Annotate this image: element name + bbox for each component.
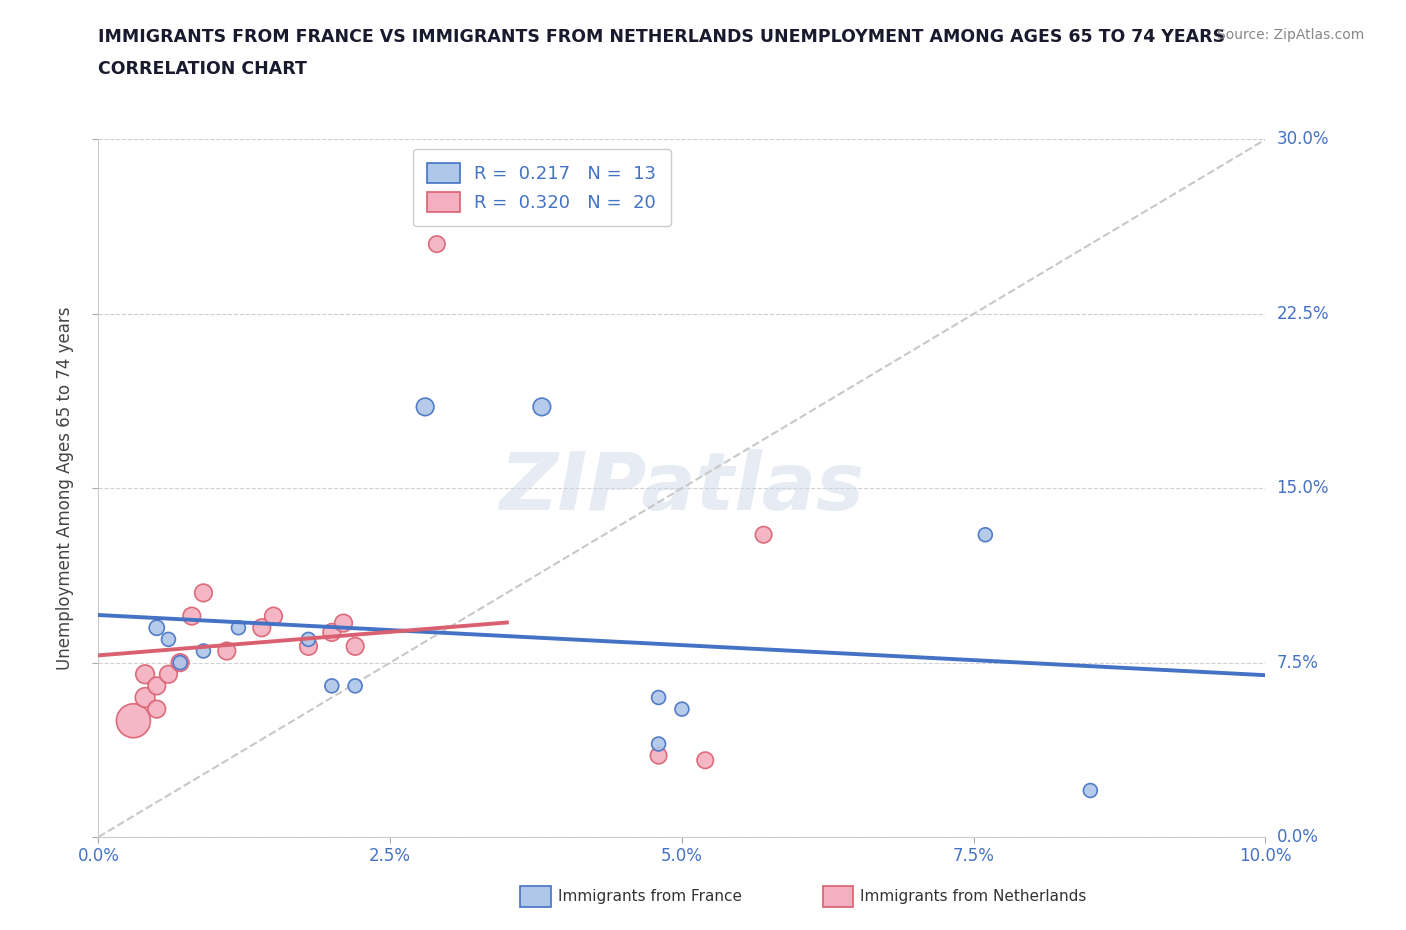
Text: 0.0%: 0.0%: [1277, 828, 1319, 846]
Point: [344, 679, 367, 694]
Point: [321, 679, 343, 694]
Text: 7.5%: 7.5%: [1277, 654, 1319, 671]
Point: [193, 644, 215, 658]
Point: [974, 527, 997, 542]
Point: [215, 644, 238, 658]
Point: [671, 701, 693, 716]
Point: [344, 639, 367, 654]
Point: [169, 655, 191, 670]
Point: [157, 632, 180, 647]
Text: CORRELATION CHART: CORRELATION CHART: [98, 60, 308, 78]
Point: [228, 620, 250, 635]
Text: ZIPatlas: ZIPatlas: [499, 449, 865, 527]
Point: [647, 690, 669, 705]
Point: [146, 701, 169, 716]
Point: [752, 527, 775, 542]
Point: [262, 609, 284, 624]
Point: [122, 713, 145, 728]
Point: [530, 400, 553, 415]
Point: [297, 632, 319, 647]
Point: [413, 400, 436, 415]
Point: [647, 737, 669, 751]
Text: Immigrants from Netherlands: Immigrants from Netherlands: [860, 889, 1087, 904]
Point: [169, 655, 191, 670]
Point: [146, 679, 169, 694]
Point: [134, 667, 156, 682]
Point: [193, 586, 215, 601]
Text: 15.0%: 15.0%: [1277, 479, 1329, 498]
Text: 30.0%: 30.0%: [1277, 130, 1329, 149]
Point: [332, 616, 354, 631]
Point: [1080, 783, 1102, 798]
Point: [647, 748, 669, 763]
Text: Source: ZipAtlas.com: Source: ZipAtlas.com: [1216, 28, 1364, 42]
Point: [157, 667, 180, 682]
Point: [426, 237, 449, 252]
Point: [297, 639, 319, 654]
Point: [695, 753, 717, 768]
Text: Immigrants from France: Immigrants from France: [558, 889, 742, 904]
Point: [250, 620, 273, 635]
Text: 22.5%: 22.5%: [1277, 305, 1329, 323]
Point: [134, 690, 156, 705]
Legend: R =  0.217   N =  13, R =  0.320   N =  20: R = 0.217 N = 13, R = 0.320 N = 20: [413, 149, 671, 226]
Y-axis label: Unemployment Among Ages 65 to 74 years: Unemployment Among Ages 65 to 74 years: [56, 307, 75, 670]
Point: [321, 625, 343, 640]
Point: [180, 609, 202, 624]
Point: [146, 620, 169, 635]
Text: IMMIGRANTS FROM FRANCE VS IMMIGRANTS FROM NETHERLANDS UNEMPLOYMENT AMONG AGES 65: IMMIGRANTS FROM FRANCE VS IMMIGRANTS FRO…: [98, 28, 1226, 46]
